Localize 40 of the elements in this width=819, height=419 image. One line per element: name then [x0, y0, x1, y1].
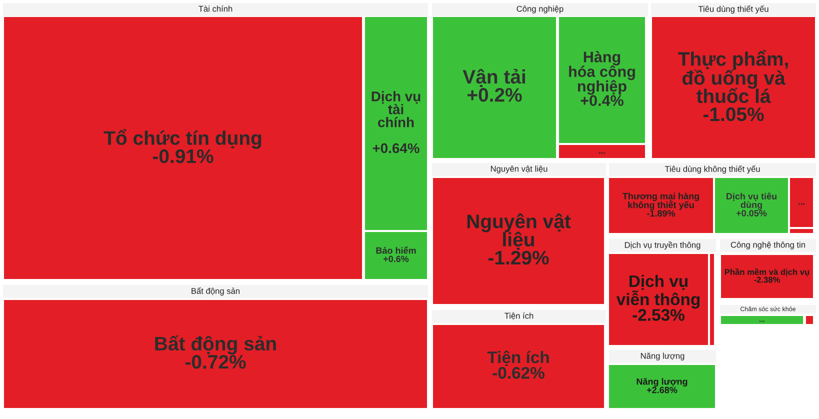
category-label: Dịch vụ tài chính [372, 91, 420, 128]
data-label: +0.2% [467, 88, 522, 102]
category-label: Tiện ích [487, 350, 549, 366]
data-label: +0.6% [383, 256, 409, 262]
category-label: ... [599, 152, 605, 154]
category-label: Dịch vụ viễn thông [616, 274, 700, 309]
data-label: -2.38% [754, 276, 780, 283]
text: Tiêu dùng không thiết yếu [664, 165, 760, 174]
data-label: -1.29% [488, 250, 549, 265]
data-label: -1.89% [647, 210, 676, 217]
data-label: -0.62% [492, 366, 544, 379]
category-label: Bảo hiểm [376, 246, 416, 254]
data-label: -0.91% [152, 149, 214, 164]
text: Nguyên vật liệu [490, 166, 548, 174]
data-label: -1.05% [703, 107, 764, 122]
data-label: +2.68% [646, 386, 678, 394]
category-label: Vận tải [462, 68, 526, 87]
category-label: Phần mềm và dịch vụ [724, 268, 810, 276]
data-label: -0.72% [185, 354, 246, 369]
text: Tài chính [198, 6, 232, 12]
data-label: -2.53% [632, 309, 684, 321]
text: Tiện ích [504, 312, 534, 320]
text: Bất động sản [192, 287, 240, 296]
text: Năng lượng [640, 352, 684, 360]
data-label: +0.4% [580, 95, 624, 106]
category-label: Thương mại hàng không thiết yếu [622, 192, 699, 210]
category-label: Nguyên vật liệu [467, 214, 571, 250]
data-label: +0.05% [736, 210, 767, 216]
category-label: Hàng hóa công nghiệp [569, 51, 635, 95]
category-label: ... [798, 203, 804, 205]
category-label: Bất động sản [155, 335, 276, 354]
text: Tiêu dùng thiết yếu [698, 5, 768, 14]
data-label: +0.64% [372, 143, 420, 154]
text: Dịch vụ truyền thông [624, 241, 700, 250]
category-label: Thực phẩm, đồ uống và thuốc lá [678, 50, 788, 104]
text: Công nghiệp [516, 6, 564, 14]
category-label: Tổ chức tín dụng [104, 129, 262, 149]
category-label: Dịch vụ tiêu dùng [726, 192, 776, 210]
text: Công nghệ thông tin [730, 242, 805, 250]
category-label: Năng lượng [636, 378, 688, 387]
